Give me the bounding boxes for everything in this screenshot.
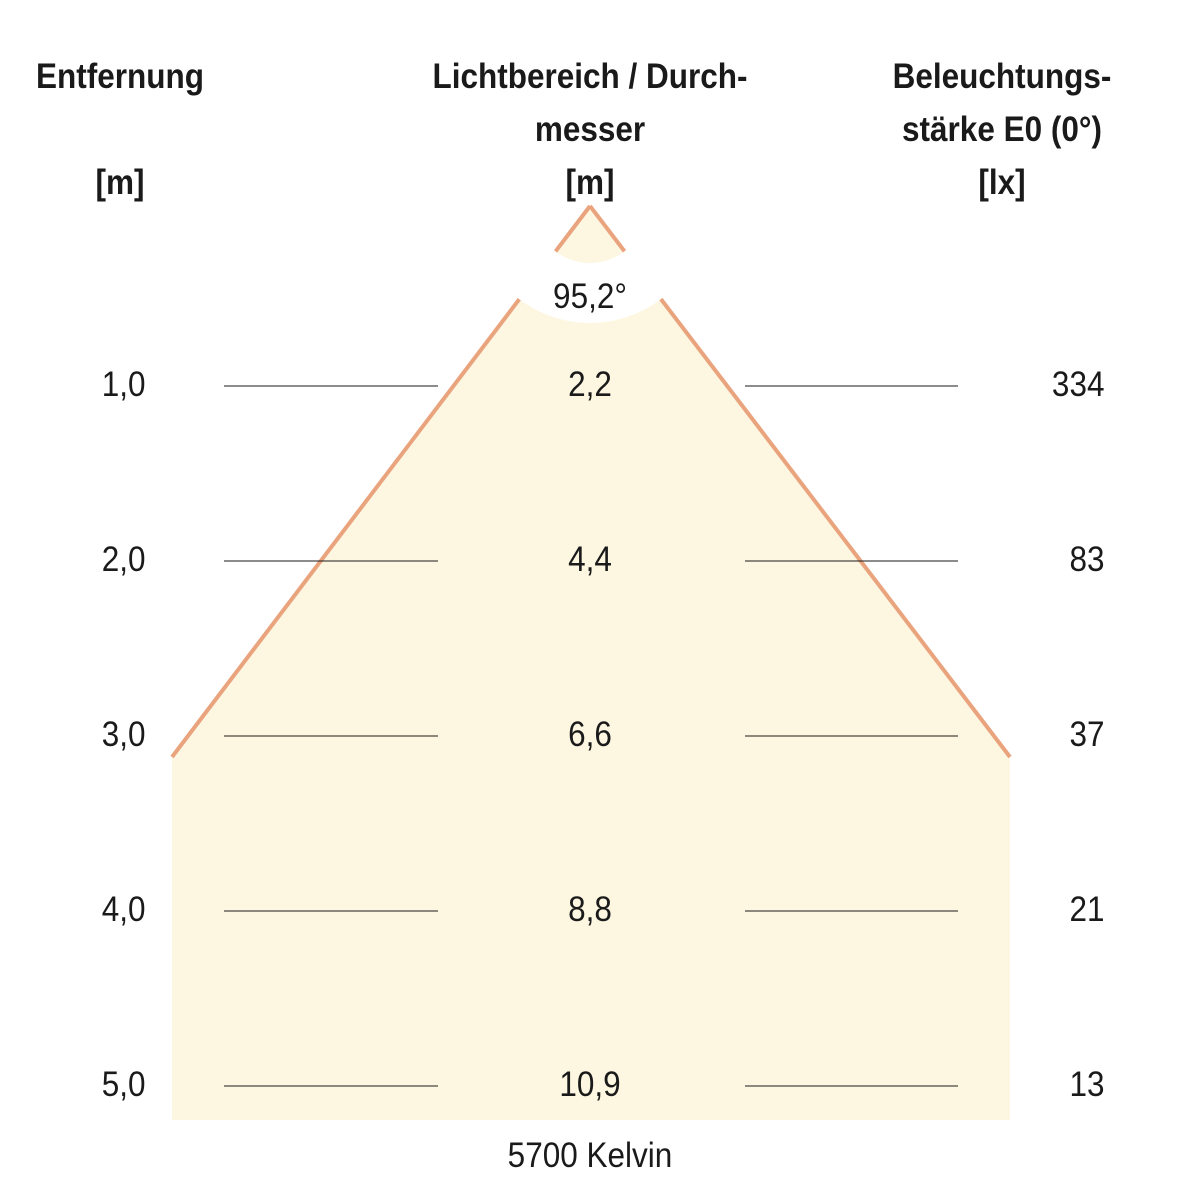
row-diameter: 10,9	[559, 1065, 621, 1104]
row-distance: 1,0	[101, 365, 146, 404]
row-distance: 2,0	[101, 540, 146, 579]
header-diameter-unit: [m]	[565, 163, 615, 202]
light-cone	[172, 206, 1010, 1120]
row-diameter: 2,2	[568, 365, 612, 404]
header-diameter: Lichtbereich / Durch- messer [m]	[410, 50, 770, 209]
beam-angle: 95,2°	[553, 277, 627, 316]
row-illuminance: 334	[1051, 365, 1105, 404]
color-temperature: 5700 Kelvin	[507, 1136, 673, 1175]
row-distance: 5,0	[101, 1065, 146, 1104]
row-distance: 3,0	[101, 715, 146, 754]
row-diameter: 6,6	[568, 715, 612, 754]
header-distance-label: Entfernung	[36, 57, 204, 96]
header-diameter-label: Lichtbereich / Durch-	[432, 57, 748, 96]
header-illuminance-label: Beleuchtungs-	[892, 57, 1112, 96]
row-diameter: 4,4	[568, 540, 612, 579]
header-distance-unit: [m]	[95, 163, 145, 202]
header-diameter-label-2: messer	[534, 110, 646, 149]
row-illuminance: 83	[1069, 540, 1105, 579]
angle-arc-mask	[473, 89, 707, 323]
row-illuminance: 37	[1069, 715, 1105, 754]
row-diameter: 8,8	[568, 890, 612, 929]
header-illuminance-unit: [lx]	[978, 163, 1026, 202]
row-illuminance: 13	[1069, 1065, 1105, 1104]
row-distance: 4,0	[101, 890, 146, 929]
header-illuminance-label-2: stärke E0 (0°)	[902, 110, 1102, 149]
header-distance: Entfernung [m]	[30, 50, 210, 209]
row-illuminance: 21	[1069, 890, 1105, 929]
header-illuminance: Beleuchtungs- stärke E0 (0°) [lx]	[867, 50, 1137, 209]
